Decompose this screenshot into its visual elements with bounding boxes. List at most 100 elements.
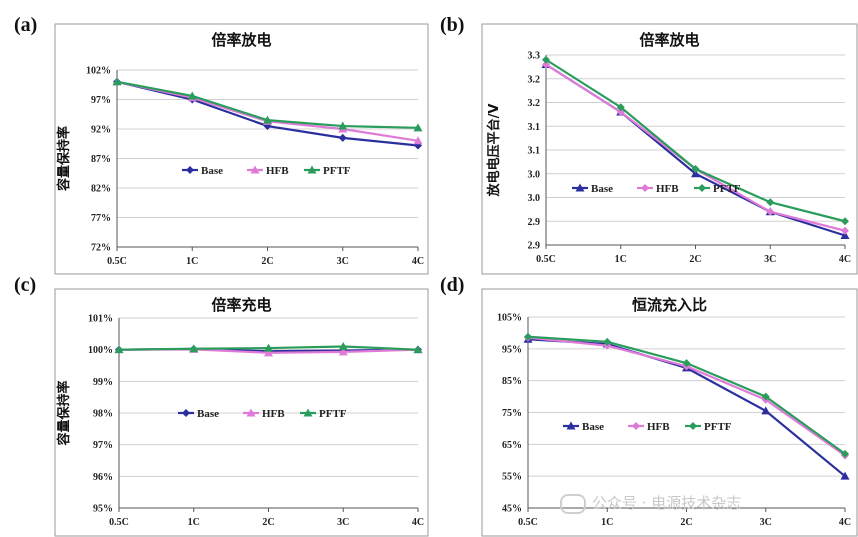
x-tick-label: 2C <box>261 256 273 267</box>
data-point-pftf <box>264 343 273 352</box>
data-point-base <box>338 133 347 142</box>
x-tick-label: 4C <box>412 256 424 267</box>
y-tick-label: 3.2 <box>528 74 541 85</box>
y-tick-label: 2.9 <box>528 217 541 228</box>
legend-marker-pftf <box>698 184 706 192</box>
x-tick-label: 0.5C <box>536 254 556 265</box>
chart-title: 倍率放电 <box>211 31 271 49</box>
legend-label-base: Base <box>197 408 219 420</box>
y-tick-label: 87% <box>91 154 111 165</box>
y-tick-label: 85% <box>502 376 522 387</box>
data-point-hfb <box>542 60 550 69</box>
x-tick-label: 4C <box>839 517 851 528</box>
data-point-hfb <box>338 347 348 356</box>
y-axis-label: 容量保持率 <box>56 380 72 446</box>
chart-title: 倍率充电 <box>211 296 271 314</box>
data-point-base <box>691 169 700 178</box>
legend-label-pftf: PFTF <box>713 183 741 195</box>
y-tick-label: 95% <box>93 504 113 515</box>
y-tick-label: 92% <box>91 125 111 136</box>
x-tick-label: 0.5C <box>518 517 538 528</box>
watermark: 公众号 · 电源技术杂志 <box>560 492 741 514</box>
x-tick-label: 2C <box>680 517 692 528</box>
y-tick-label: 3.3 <box>528 51 541 62</box>
legend-label-hfb: HFB <box>262 408 285 420</box>
legend-marker-pftf <box>307 165 317 174</box>
legend-label-hfb: HFB <box>656 183 679 195</box>
watermark-text: 公众号 · 电源技术杂志 <box>592 494 742 512</box>
data-point-pftf <box>413 123 423 132</box>
legend-label-base: Base <box>201 165 223 177</box>
y-tick-label: 77% <box>91 213 111 224</box>
y-tick-label: 45% <box>502 504 522 515</box>
x-tick-label: 3C <box>337 517 349 528</box>
y-axis-label: 容量保持率 <box>56 126 72 192</box>
legend-label-base: Base <box>582 421 604 433</box>
chart-title: 恒流充入比 <box>632 296 707 314</box>
data-point-pftf <box>263 115 272 124</box>
x-tick-label: 1C <box>615 254 627 265</box>
y-tick-label: 105% <box>497 313 522 324</box>
y-tick-label: 96% <box>93 472 113 483</box>
legend-label-pftf: PFTF <box>704 421 732 433</box>
y-tick-label: 65% <box>502 440 522 451</box>
x-tick-label: 4C <box>412 517 424 528</box>
x-tick-label: 1C <box>186 256 198 267</box>
x-tick-label: 1C <box>601 517 613 528</box>
y-tick-label: 101% <box>88 314 113 325</box>
data-point-pftf <box>112 77 122 86</box>
legend-marker-pftf <box>303 408 313 417</box>
legend-marker-hfb <box>632 422 640 430</box>
data-point-hfb <box>413 136 423 145</box>
y-tick-label: 102% <box>86 66 111 77</box>
legend-label-hfb: HFB <box>266 165 289 177</box>
legend-marker-base <box>186 166 194 174</box>
panel-b-label: (b) <box>440 14 465 36</box>
data-point-pftf <box>542 55 550 64</box>
data-point-hfb <box>766 207 775 216</box>
y-tick-label: 72% <box>91 243 111 254</box>
y-tick-label: 3.0 <box>528 193 541 204</box>
data-point-pftf <box>413 345 423 354</box>
data-point-pftf <box>616 103 625 112</box>
y-tick-label: 97% <box>93 440 113 451</box>
legend-marker-base <box>566 421 576 430</box>
data-point-hfb <box>264 348 273 357</box>
data-point-pftf <box>603 337 612 346</box>
data-point-base <box>840 231 850 239</box>
panel-c-label: (c) <box>14 274 37 296</box>
legend-marker-base <box>182 409 190 417</box>
data-point-pftf <box>691 165 700 173</box>
legend-marker-hfb <box>246 408 256 417</box>
legend-marker-pftf <box>689 422 697 430</box>
legend-label-pftf: PFTF <box>319 408 347 420</box>
x-tick-label: 3C <box>760 517 772 528</box>
data-point-base <box>761 406 771 415</box>
x-tick-label: 0.5C <box>109 517 129 528</box>
y-tick-label: 99% <box>93 377 113 388</box>
y-tick-label: 3.0 <box>528 169 541 180</box>
legend-label-base: Base <box>591 183 613 195</box>
x-tick-label: 1C <box>188 517 200 528</box>
wechat-icon <box>560 493 586 514</box>
panel-d-label: (d) <box>440 274 465 296</box>
y-tick-label: 3.1 <box>528 122 541 133</box>
legend-marker-hfb <box>250 165 260 174</box>
data-point-pftf <box>114 345 124 354</box>
data-point-pftf <box>524 332 532 341</box>
data-point-pftf <box>682 359 691 368</box>
data-point-pftf <box>841 217 849 226</box>
data-point-base <box>840 471 850 480</box>
y-tick-label: 75% <box>502 408 522 419</box>
x-tick-label: 4C <box>839 254 851 265</box>
data-point-hfb <box>841 226 849 235</box>
x-tick-label: 3C <box>764 254 776 265</box>
y-tick-label: 82% <box>91 184 111 195</box>
y-tick-label: 97% <box>91 95 111 106</box>
panel-a-label: (a) <box>14 14 38 36</box>
legend-marker-base <box>575 183 585 192</box>
y-axis-label: 放电电压平台/V <box>486 104 502 198</box>
